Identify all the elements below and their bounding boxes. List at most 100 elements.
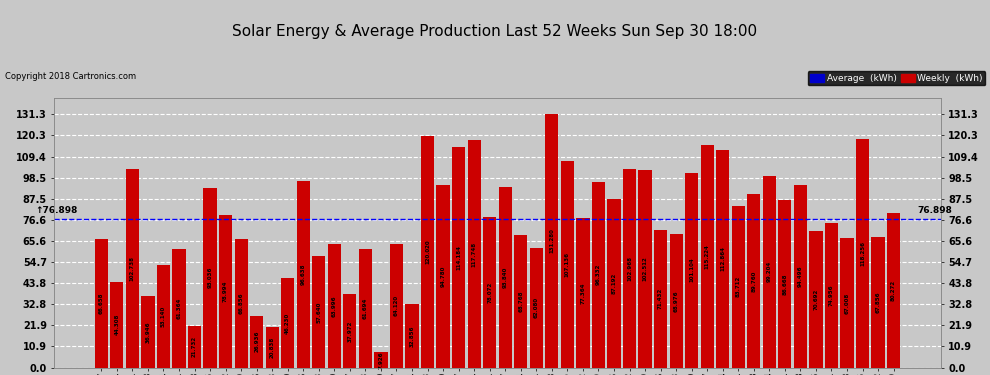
Bar bbox=[654, 230, 667, 368]
Text: 99.204: 99.204 bbox=[767, 261, 772, 282]
Bar bbox=[871, 237, 885, 368]
Text: 67.856: 67.856 bbox=[875, 291, 880, 313]
Bar bbox=[530, 248, 543, 368]
Text: 70.692: 70.692 bbox=[814, 289, 819, 310]
Bar bbox=[592, 182, 605, 368]
Bar bbox=[810, 231, 823, 368]
Text: 36.946: 36.946 bbox=[146, 321, 150, 343]
Bar bbox=[732, 206, 744, 368]
Text: 93.840: 93.840 bbox=[503, 266, 508, 288]
Text: 78.072: 78.072 bbox=[487, 282, 492, 303]
Text: 80.272: 80.272 bbox=[891, 279, 896, 301]
Text: 83.712: 83.712 bbox=[736, 276, 741, 297]
Text: 78.994: 78.994 bbox=[223, 280, 228, 302]
Text: 87.192: 87.192 bbox=[612, 273, 617, 294]
Bar bbox=[452, 147, 465, 368]
Bar bbox=[374, 352, 387, 368]
Text: 66.658: 66.658 bbox=[99, 292, 104, 314]
Bar bbox=[685, 172, 698, 368]
Text: 118.256: 118.256 bbox=[860, 241, 865, 266]
Bar bbox=[250, 315, 263, 368]
Text: 64.120: 64.120 bbox=[394, 295, 399, 316]
Text: 32.856: 32.856 bbox=[410, 325, 415, 346]
Bar bbox=[437, 185, 449, 368]
Text: 68.768: 68.768 bbox=[519, 291, 524, 312]
Text: 94.780: 94.780 bbox=[441, 266, 446, 287]
Bar bbox=[156, 265, 170, 368]
Bar bbox=[794, 185, 807, 368]
Bar bbox=[747, 194, 760, 368]
Text: 93.036: 93.036 bbox=[208, 267, 213, 288]
Text: 102.738: 102.738 bbox=[130, 256, 135, 281]
Text: 62.080: 62.080 bbox=[534, 297, 539, 318]
Text: Solar Energy & Average Production Last 52 Weeks Sun Sep 30 18:00: Solar Energy & Average Production Last 5… bbox=[233, 24, 757, 39]
Text: 61.694: 61.694 bbox=[363, 297, 368, 319]
Bar bbox=[126, 170, 139, 368]
Text: 76.898: 76.898 bbox=[917, 206, 951, 215]
Text: 68.976: 68.976 bbox=[673, 290, 678, 312]
Text: 26.936: 26.936 bbox=[254, 331, 259, 352]
Bar bbox=[110, 282, 124, 368]
Text: 86.668: 86.668 bbox=[782, 273, 787, 295]
Text: 101.104: 101.104 bbox=[689, 258, 694, 282]
Text: 57.640: 57.640 bbox=[317, 301, 322, 322]
Text: 61.364: 61.364 bbox=[176, 298, 181, 319]
Text: 94.496: 94.496 bbox=[798, 266, 803, 287]
Text: 114.184: 114.184 bbox=[456, 245, 461, 270]
Text: 102.968: 102.968 bbox=[627, 256, 632, 281]
Text: 46.230: 46.230 bbox=[285, 312, 290, 333]
Text: 112.864: 112.864 bbox=[721, 246, 726, 271]
Text: 120.020: 120.020 bbox=[425, 240, 430, 264]
Bar bbox=[188, 326, 201, 368]
Bar bbox=[344, 294, 356, 368]
Text: 77.364: 77.364 bbox=[580, 282, 585, 304]
Text: 102.512: 102.512 bbox=[643, 256, 647, 281]
Bar bbox=[716, 150, 730, 368]
Bar bbox=[639, 170, 651, 368]
Bar bbox=[297, 181, 310, 368]
Bar bbox=[608, 200, 621, 368]
Bar bbox=[499, 186, 512, 368]
Text: 44.308: 44.308 bbox=[115, 314, 120, 336]
Text: 96.332: 96.332 bbox=[596, 264, 601, 285]
Bar bbox=[825, 223, 839, 368]
Bar bbox=[669, 234, 683, 368]
Text: 71.432: 71.432 bbox=[658, 288, 663, 309]
Bar bbox=[219, 215, 233, 368]
Bar bbox=[762, 176, 776, 368]
Text: 7.926: 7.926 bbox=[378, 351, 383, 369]
Text: 20.838: 20.838 bbox=[269, 337, 274, 358]
Bar bbox=[483, 217, 496, 368]
Text: 117.748: 117.748 bbox=[471, 242, 476, 267]
Bar bbox=[560, 161, 574, 368]
Text: 107.136: 107.136 bbox=[565, 252, 570, 277]
Text: 63.996: 63.996 bbox=[332, 295, 337, 316]
Bar bbox=[576, 218, 589, 368]
Text: 21.732: 21.732 bbox=[192, 336, 197, 357]
Bar bbox=[545, 114, 558, 368]
Bar bbox=[142, 296, 154, 368]
Bar bbox=[281, 278, 294, 368]
Bar bbox=[514, 235, 528, 368]
Text: 96.638: 96.638 bbox=[301, 264, 306, 285]
Bar bbox=[421, 136, 435, 368]
Text: 115.224: 115.224 bbox=[705, 244, 710, 269]
Bar bbox=[406, 304, 419, 368]
Bar bbox=[235, 238, 248, 368]
Text: 67.008: 67.008 bbox=[844, 292, 849, 314]
Bar bbox=[95, 239, 108, 368]
Text: Copyright 2018 Cartronics.com: Copyright 2018 Cartronics.com bbox=[5, 72, 136, 81]
Bar bbox=[265, 327, 279, 368]
Bar bbox=[390, 244, 403, 368]
Text: 74.956: 74.956 bbox=[829, 285, 834, 306]
Bar bbox=[312, 256, 326, 368]
Text: 66.856: 66.856 bbox=[239, 292, 244, 314]
Bar bbox=[856, 140, 869, 368]
Bar bbox=[701, 145, 714, 368]
Text: 89.760: 89.760 bbox=[751, 270, 756, 292]
Bar bbox=[328, 244, 341, 368]
Bar bbox=[467, 140, 481, 368]
Bar bbox=[204, 188, 217, 368]
Bar bbox=[778, 200, 791, 368]
Text: ↑76.898: ↑76.898 bbox=[36, 206, 78, 215]
